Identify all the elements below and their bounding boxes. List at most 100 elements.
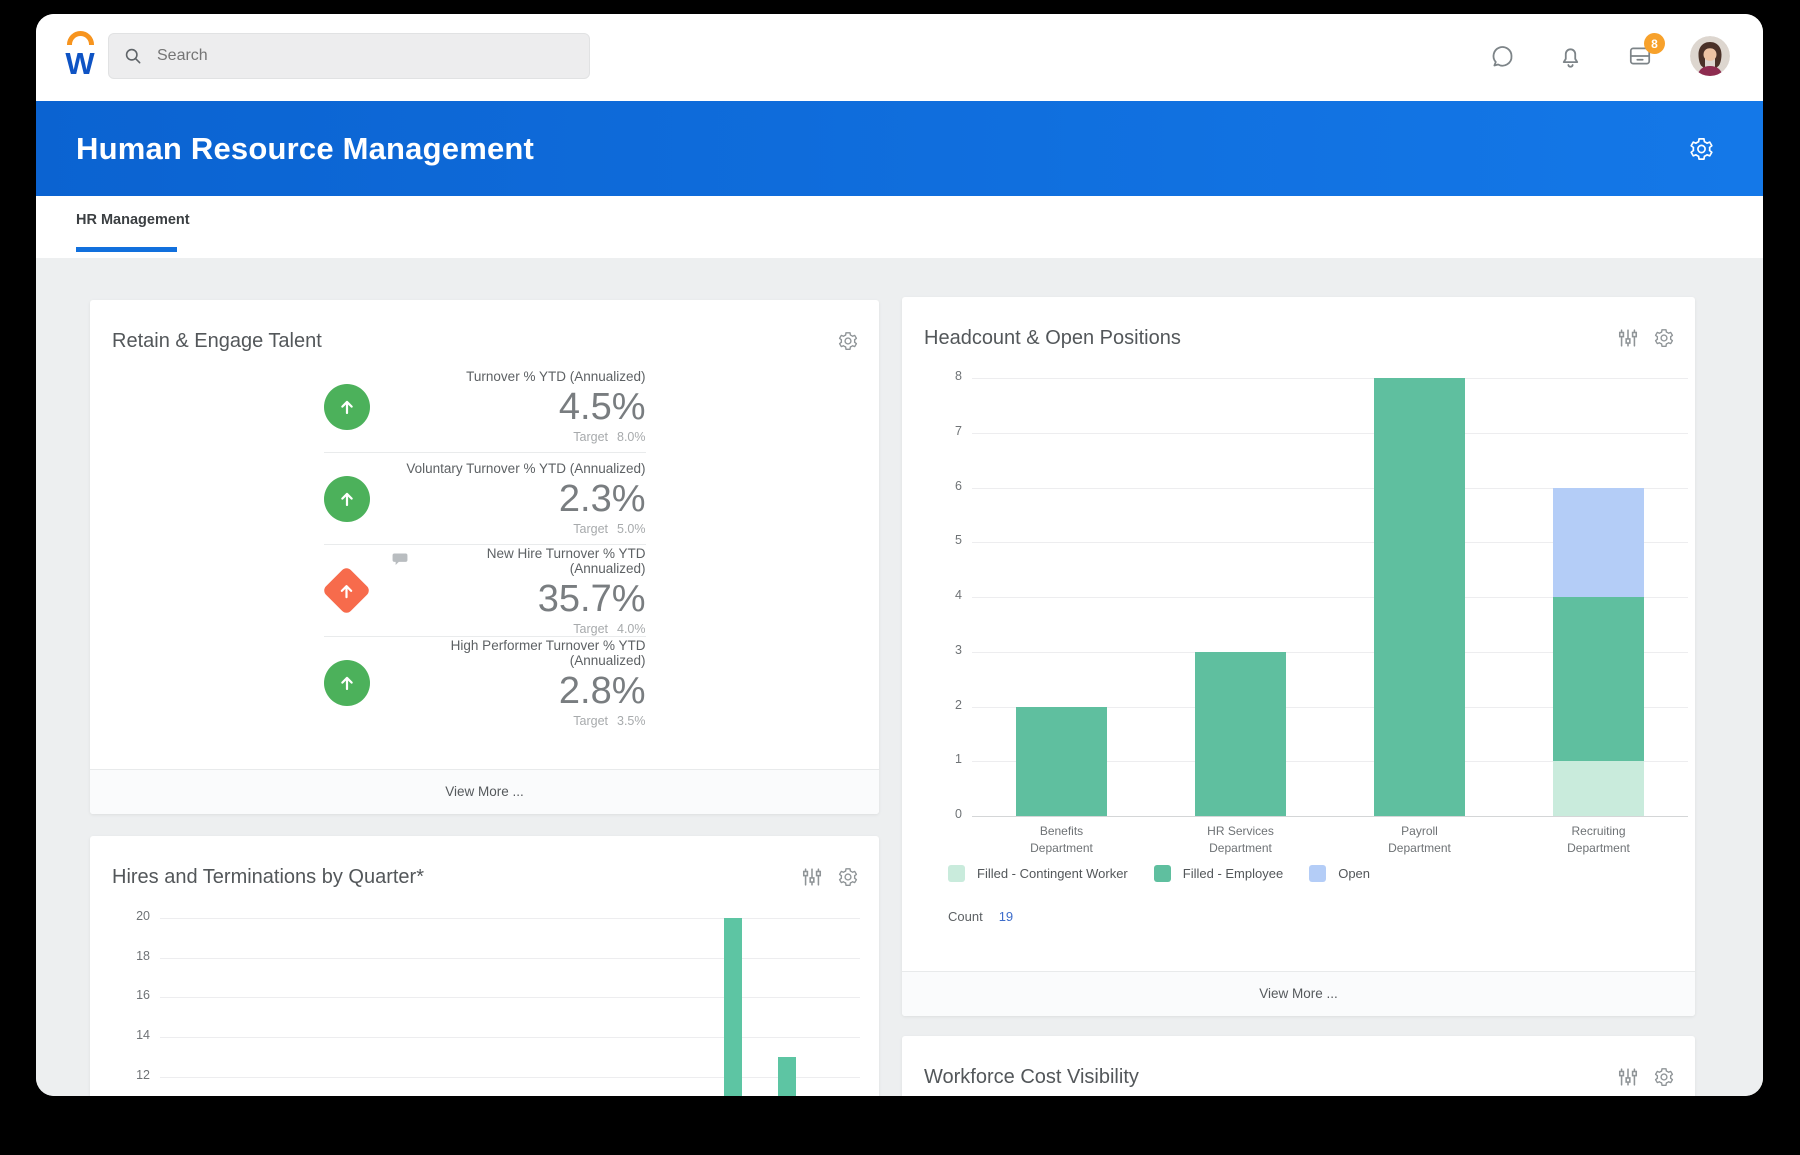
kpi-value[interactable]: 4.5% [558,386,646,428]
y-axis-label: 5 [955,533,962,548]
tab-hr-management[interactable]: HR Management [76,196,190,258]
count-row: Count 19 [948,909,1013,924]
gridline [972,816,1688,817]
x-axis-label: Recruiting Department [1567,824,1630,855]
headcount-x-axis: Benefits Department HR Services Department P… [972,823,1688,863]
card-gear-icon[interactable] [837,330,859,352]
kpi-value[interactable]: 2.3% [558,478,646,520]
kpi-target: Target 4.0% [392,621,646,636]
up-arrow-circle-icon [323,475,370,522]
up-arrow-diamond-icon [321,565,371,616]
kpi-target: Target 5.0% [392,522,646,536]
kpi-value[interactable]: 2.8% [558,669,646,712]
x-axis-label: Benefits Department [1030,824,1093,855]
kpi-text: New Hire Turnover % YTD (Annualized) 35.7… [392,546,646,636]
kpi-label: New Hire Turnover % YTD (Annualized) [392,546,646,576]
view-more-button[interactable]: View More ... [90,769,879,814]
page-header: Human Resource Management [36,101,1763,196]
bar-benefits[interactable] [1016,706,1107,816]
kpi-target-label: Target [573,522,608,536]
bar-segment[interactable] [1195,651,1286,816]
bar-payroll[interactable] [1374,378,1465,816]
gridline [972,651,1688,653]
gridline [972,432,1688,434]
gridline [972,706,1688,708]
search-input[interactable] [155,46,589,66]
kpi-status-icon [323,659,392,706]
y-axis-label: 3 [955,642,962,657]
up-arrow-icon [340,676,353,690]
inbox-badge: 8 [1644,33,1665,54]
card-filter-icon[interactable] [1617,327,1639,349]
headcount-chart: 8 7 6 5 4 3 2 1 0 [955,369,1688,821]
card-filter-icon[interactable] [801,866,823,888]
dashboard-settings-gear-icon[interactable] [1688,135,1715,162]
gridline [160,918,860,919]
kpi-row: High Performer Turnover % YTD (Annualize… [323,636,646,728]
kpi-target-value: 4.0% [617,621,646,636]
y-axis-label: 20 [136,909,150,923]
count-value-link[interactable]: 19 [998,909,1014,924]
legend-item: Filled - Employee [1153,865,1283,882]
legend-item: Open [1309,865,1370,882]
up-arrow-circle-icon [323,659,370,706]
kpi-list: Turnover % YTD (Annualized) 4.5% Target 8.0… [321,361,646,728]
y-axis-label: 0 [955,807,962,821]
y-axis-label: 1 [955,752,962,767]
card-filter-icon[interactable] [1617,1066,1639,1088]
bar-segment[interactable] [1553,487,1644,597]
gridline [160,997,860,999]
inbox-icon[interactable]: 8 [1627,33,1665,69]
count-label: Count [948,909,983,924]
notifications-icon[interactable] [1557,43,1584,70]
bar-recruiting[interactable] [1553,487,1644,816]
tab-label: HR Management [76,212,190,228]
bar[interactable] [778,1056,797,1096]
card-workforce-cost-visibility: Workforce Cost Visibility [902,1036,1695,1096]
legend-swatch [1153,865,1171,882]
bar-hr-services[interactable] [1195,651,1286,816]
card-gear-icon[interactable] [837,866,859,888]
gridline [160,957,860,959]
kpi-target: Target 8.0% [392,430,646,444]
card-title: Retain & Engage Talent [112,330,322,352]
kpi-target-value: 8.0% [617,430,646,444]
legend-swatch [948,865,965,882]
kpi-status-icon [321,565,392,616]
bar-segment[interactable] [1374,378,1465,816]
up-arrow-icon [340,400,353,414]
card-gear-icon[interactable] [1653,327,1675,349]
tab-bar: HR Management [36,196,1763,258]
gridline [972,487,1688,489]
y-axis-label: 4 [955,588,962,602]
chat-icon[interactable] [1489,43,1516,70]
kpi-target: Target 3.5% [392,713,645,728]
gridline [972,761,1688,763]
kpi-label: Turnover % YTD (Annualized) [466,369,646,384]
view-more-button[interactable]: View More ... [902,971,1695,1016]
user-avatar[interactable] [1690,36,1730,76]
bar-segment[interactable] [1553,597,1644,762]
page-title: Human Resource Management [76,130,535,166]
workday-logo[interactable]: W [60,31,100,81]
card-headcount-open-positions: Headcount & Open Positions 8 7 6 5 4 3 2 1 0 Ben… [902,297,1695,1016]
kpi-text: High Performer Turnover % YTD (Annualize… [392,638,646,728]
up-arrow-icon [340,492,353,506]
bar-segment[interactable] [1553,761,1644,816]
kpi-target-label: Target [573,430,608,444]
kpi-target-value: 5.0% [617,522,646,536]
bar-segment[interactable] [1016,706,1107,816]
x-axis-label: HR Services Department [1207,824,1274,855]
bar[interactable] [724,918,743,1096]
kpi-target-label: Target [573,713,608,728]
search-bar[interactable] [108,33,590,79]
y-axis-label: 18 [136,948,150,963]
y-axis-label: 14 [136,1028,150,1043]
gridline [972,378,1688,379]
kpi-label: Voluntary Turnover % YTD (Annualized) [406,461,646,476]
card-gear-icon[interactable] [1653,1066,1675,1088]
kpi-value[interactable]: 35.7% [537,577,646,620]
kpi-row: Turnover % YTD (Annualized) 4.5% Target 8.0… [323,361,646,452]
hires-chart: 20 18 16 14 12 [136,909,860,1096]
y-axis-label: 12 [136,1067,150,1082]
